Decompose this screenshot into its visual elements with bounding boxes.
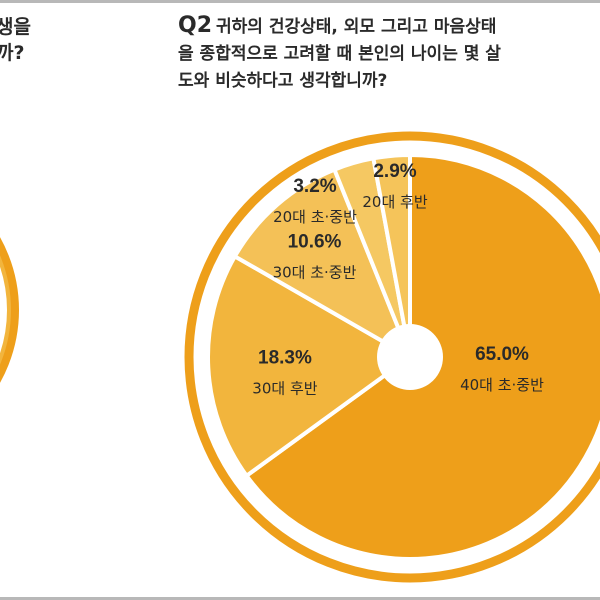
previous-chart-gap bbox=[0, 266, 7, 354]
slice-category-label: 20대 후반 bbox=[362, 193, 427, 211]
slice-value-label: 2.9% bbox=[373, 161, 416, 182]
slice-value-label: 18.3% bbox=[258, 348, 312, 369]
question-number: Q2 bbox=[178, 13, 213, 38]
previous-question-line: 까? bbox=[0, 42, 25, 64]
slice-value-label: 65.0% bbox=[475, 344, 529, 365]
question-line: 귀하의 건강상태, 외모 그리고 마음상태 bbox=[216, 17, 497, 37]
pie-slice bbox=[206, 253, 414, 479]
question-line: 을 종합적으로 고려할 때 본인의 나이는 몇 살 bbox=[178, 44, 501, 64]
top-divider bbox=[0, 0, 600, 3]
slice-category-label: 30대 후반 bbox=[252, 380, 317, 398]
bottom-divider bbox=[0, 597, 600, 600]
slice-value-label: 3.2% bbox=[293, 176, 336, 197]
question-title: Q2 귀하의 건강상태, 외모 그리고 마음상태 을 종합적으로 고려할 때 본인… bbox=[178, 12, 501, 95]
pie-slice bbox=[371, 152, 412, 358]
previous-chart-ring bbox=[0, 237, 19, 383]
slice-category-label: 40대 초·중반 bbox=[460, 376, 544, 394]
slice-category-label: 20대 초·중반 bbox=[273, 208, 357, 226]
slice-category-label: 30대 초·중반 bbox=[273, 263, 357, 281]
pie-center-hole bbox=[377, 324, 443, 390]
pie-slice bbox=[232, 167, 415, 362]
pie-outer-ring bbox=[184, 131, 600, 583]
slice-value-label: 10.6% bbox=[288, 231, 342, 252]
previous-question-line: 생을 bbox=[0, 16, 31, 38]
question-line: 도와 비슷하다고 생각합니까? bbox=[178, 71, 388, 91]
previous-question-text: 생을 까? bbox=[0, 14, 31, 66]
